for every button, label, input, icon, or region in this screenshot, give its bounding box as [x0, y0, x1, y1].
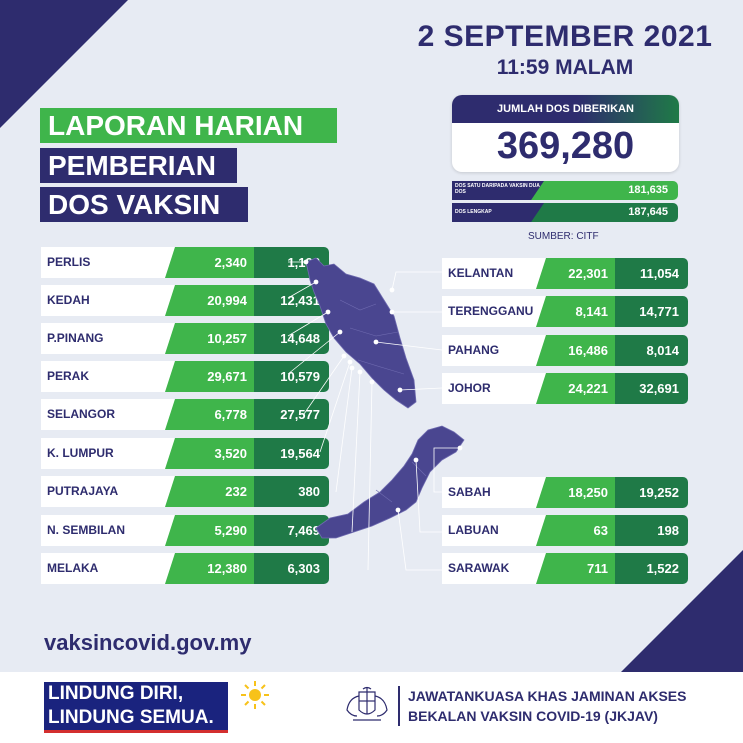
- first-dose-count: 16,486: [536, 335, 615, 366]
- committee-line-2: BEKALAN VAKSIN COVID-19 (JKJAV): [408, 708, 658, 724]
- coat-of-arms-icon: [346, 686, 388, 721]
- title-line-2: PEMBERIAN: [40, 148, 237, 183]
- total-doses-value: 369,280: [496, 125, 635, 167]
- state-row-perak: PERAK 29,671 10,579: [41, 361, 329, 392]
- state-row-selangor: SELANGOR 6,778 27,577: [41, 399, 329, 430]
- state-row-kedah: KEDAH 20,994 12,431: [41, 285, 329, 316]
- peninsular-malaysia: [305, 257, 417, 409]
- complete-dose-row: DOS LENGKAP 187,645: [452, 203, 678, 222]
- complete-dose-count: 198: [615, 515, 688, 546]
- state-name: PERAK: [41, 361, 175, 392]
- first-dose-count: 8,141: [536, 296, 615, 327]
- website-link[interactable]: vaksincovid.gov.my: [44, 630, 252, 655]
- state-name: KELANTAN: [442, 258, 546, 289]
- complete-dose-count: 380: [254, 476, 329, 507]
- complete-dose-label: DOS LENGKAP: [452, 203, 544, 222]
- complete-dose-count: 7,469: [254, 515, 329, 546]
- committee-line-1: JAWATANKUASA KHAS JAMINAN AKSES: [408, 688, 687, 704]
- state-name: N. SEMBILAN: [41, 515, 175, 546]
- state-name: SELANGOR: [41, 399, 175, 430]
- state-row-putrajaya: PUTRAJAYA 232 380: [41, 476, 329, 507]
- state-name: PUTRAJAYA: [41, 476, 175, 507]
- state-row-melaka: MELAKA 12,380 6,303: [41, 553, 329, 584]
- state-name: JOHOR: [442, 373, 546, 404]
- state-name: P.PINANG: [41, 323, 175, 354]
- state-row-sabah: SABAH 18,250 19,252: [442, 477, 688, 508]
- first-dose-count: 5,290: [165, 515, 254, 546]
- state-row-n-sembilan: N. SEMBILAN 5,290 7,469: [41, 515, 329, 546]
- state-row-pahang: PAHANG 16,486 8,014: [442, 335, 688, 366]
- state-name: MELAKA: [41, 553, 175, 584]
- state-name: LABUAN: [442, 515, 546, 546]
- state-row-sarawak: SARAWAK 711 1,522: [442, 553, 688, 584]
- committee-name: JAWATANKUASA KHAS JAMINAN AKSES BEKALAN …: [408, 686, 686, 726]
- title-line-3: DOS VAKSIN: [40, 187, 248, 222]
- complete-dose-count: 14,771: [615, 296, 688, 327]
- first-dose-count: 20,994: [165, 285, 254, 316]
- complete-dose-count: 6,303: [254, 553, 329, 584]
- state-name: K. LUMPUR: [41, 438, 175, 469]
- first-dose-count: 3,520: [165, 438, 254, 469]
- first-dose-value: 181,635: [628, 184, 668, 196]
- first-dose-label: DOS SATU DARIPADA VAKSIN DUA DOS: [452, 181, 544, 200]
- malaysia-map-icon: [287, 257, 465, 571]
- complete-dose-count: 11,054: [615, 258, 688, 289]
- total-doses-card: JUMLAH DOS DIBERIKAN 369,280: [452, 95, 679, 172]
- state-row-kelantan: KELANTAN 22,301 11,054: [442, 258, 688, 289]
- sun-icon: [241, 681, 269, 709]
- first-dose-count: 24,221: [536, 373, 615, 404]
- footer: LINDUNG DIRI, LINDUNG SEMUA.: [0, 672, 743, 743]
- first-dose-count: 63: [536, 515, 615, 546]
- state-name: PERLIS: [41, 247, 175, 278]
- complete-dose-count: 10,579: [254, 361, 329, 392]
- state-row-k-lumpur: K. LUMPUR 3,520 19,564: [41, 438, 329, 469]
- state-name: PAHANG: [442, 335, 546, 366]
- state-row-labuan: LABUAN 63 198: [442, 515, 688, 546]
- first-dose-count: 2,340: [165, 247, 254, 278]
- corner-decoration-top-left: [0, 0, 128, 128]
- report-time: 11:59 MALAM: [496, 56, 634, 79]
- first-dose-count: 6,778: [165, 399, 254, 430]
- state-name: TERENGGANU: [442, 296, 546, 327]
- slogan: LINDUNG DIRI, LINDUNG SEMUA.: [44, 681, 269, 733]
- state-name: KEDAH: [41, 285, 175, 316]
- first-dose-count: 12,380: [165, 553, 254, 584]
- state-name: SABAH: [442, 477, 546, 508]
- total-doses-label: JUMLAH DOS DIBERIKAN: [452, 95, 679, 123]
- complete-dose-count: 19,564: [254, 438, 329, 469]
- state-name: SARAWAK: [442, 553, 546, 584]
- complete-dose-count: 27,577: [254, 399, 329, 430]
- complete-dose-count: 32,691: [615, 373, 688, 404]
- first-dose-count: 232: [165, 476, 254, 507]
- complete-dose-count: 8,014: [615, 335, 688, 366]
- title-line-1: LAPORAN HARIAN: [40, 108, 337, 143]
- complete-dose-count: 19,252: [615, 477, 688, 508]
- state-row-terengganu: TERENGGANU 8,141 14,771: [442, 296, 688, 327]
- source-note: SUMBER: CITF: [528, 231, 599, 242]
- complete-dose-count: 1,522: [615, 553, 688, 584]
- first-dose-row: DOS SATU DARIPADA VAKSIN DUA DOS 181,635: [452, 181, 678, 200]
- complete-dose-value: 187,645: [628, 206, 668, 218]
- state-row-johor: JOHOR 24,221 32,691: [442, 373, 688, 404]
- first-dose-count: 22,301: [536, 258, 615, 289]
- slogan-line-2: LINDUNG SEMUA.: [44, 706, 228, 733]
- first-dose-count: 10,257: [165, 323, 254, 354]
- first-dose-count: 711: [536, 553, 615, 584]
- slogan-line-1: LINDUNG DIRI,: [44, 682, 228, 706]
- first-dose-count: 29,671: [165, 361, 254, 392]
- report-date: 2 SEPTEMBER 2021: [417, 20, 713, 53]
- footer-divider: [398, 686, 400, 726]
- content-panel: 2 SEPTEMBER 2021 11:59 MALAM LAPORAN HAR…: [0, 0, 743, 672]
- first-dose-count: 18,250: [536, 477, 615, 508]
- borneo-malaysia: [315, 425, 465, 539]
